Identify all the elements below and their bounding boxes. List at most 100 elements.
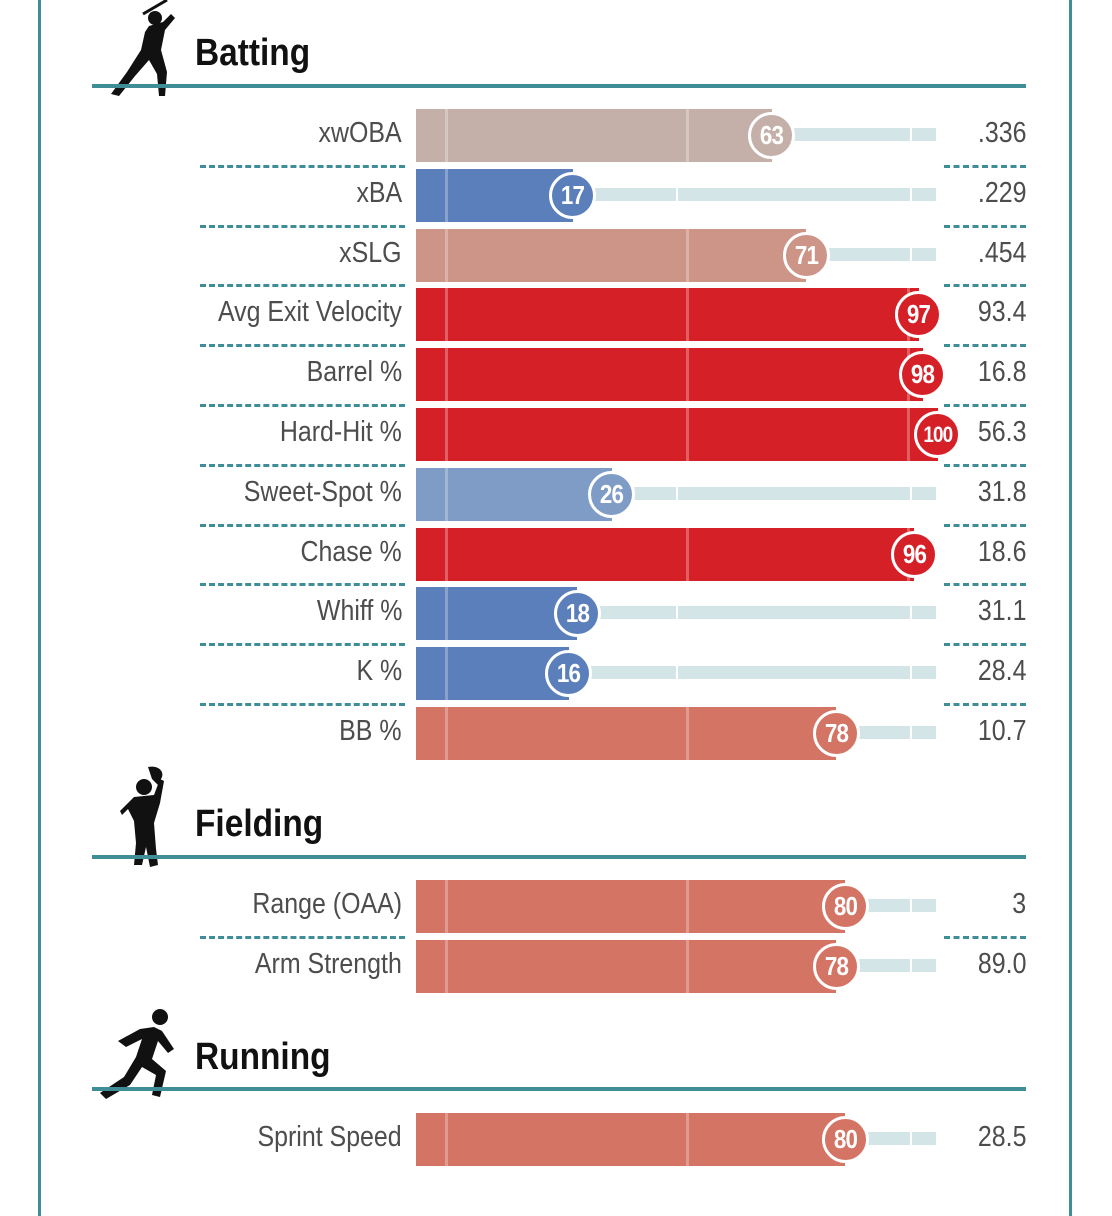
percentile-value: 96: [902, 539, 927, 569]
metric-value: .336: [977, 117, 1026, 149]
percentile-bar: [416, 940, 836, 993]
percentile-value: 100: [923, 421, 953, 447]
percentile-badge: 18: [554, 590, 601, 637]
metric-label: Hard-Hit %: [280, 416, 402, 448]
bar-gridline: [686, 880, 689, 933]
metric-row: Avg Exit Velocity 97 93.4: [0, 284, 1112, 341]
percentile-badge: 100: [914, 411, 961, 458]
metric-label: Chase %: [300, 536, 402, 568]
metric-row: Hard-Hit % 100 56.3: [0, 404, 1112, 461]
track-tick: [910, 1132, 912, 1145]
metric-value: 28.4: [977, 655, 1026, 687]
track-tick: [910, 726, 912, 739]
percentile-value: 98: [910, 359, 935, 389]
bar-gridline: [445, 288, 448, 341]
metric-label: Whiff %: [316, 595, 402, 627]
percentile-value: 16: [556, 658, 581, 688]
percentile-bar: [416, 587, 577, 640]
percentile-value: 97: [906, 299, 931, 329]
batter-silhouette-icon: [111, 0, 175, 96]
bar-gridline: [686, 109, 689, 162]
metric-value: .229: [977, 177, 1026, 209]
metric-row: Barrel % 98 16.8: [0, 344, 1112, 401]
metric-row: Range (OAA) 80 3: [0, 880, 1112, 933]
metric-label: xwOBA: [318, 117, 402, 149]
bar-gridline: [445, 468, 448, 521]
percentile-card: [38, 0, 1072, 1216]
row-divider: [200, 936, 405, 939]
section-title: Fielding: [195, 803, 324, 845]
track-tick: [910, 899, 912, 912]
percentile-value: 17: [560, 180, 585, 210]
metric-row: Whiff % 18 31.1: [0, 583, 1112, 640]
bar-gridline: [445, 647, 448, 700]
bar-gridline: [907, 408, 910, 461]
bar-gridline: [445, 348, 448, 401]
row-divider: [944, 936, 1026, 939]
metric-label: BB %: [339, 715, 402, 747]
row-divider: [944, 165, 1026, 168]
percentile-value: 18: [565, 598, 590, 628]
row-divider: [200, 284, 405, 287]
metric-label: Sprint Speed: [257, 1121, 402, 1153]
metric-label: xSLG: [339, 237, 402, 269]
percentile-badge: 63: [748, 112, 795, 159]
percentile-value: 71: [794, 240, 819, 270]
row-divider: [200, 225, 405, 228]
percentile-badge: 96: [891, 531, 938, 578]
percentile-bar: [416, 229, 806, 282]
percentile-bar: [416, 707, 836, 760]
metric-label: Sweet-Spot %: [243, 476, 402, 508]
track-tick: [910, 606, 912, 619]
row-divider: [200, 464, 405, 467]
section-rule: [92, 855, 1026, 859]
metric-value: 18.6: [977, 536, 1026, 568]
percentile-bar: [416, 109, 772, 162]
bar-gridline: [686, 288, 689, 341]
percentile-value: 78: [824, 718, 849, 748]
track-tick: [910, 188, 912, 201]
bar-gridline: [686, 229, 689, 282]
section-rule: [92, 1087, 1026, 1091]
row-divider: [944, 464, 1026, 467]
metric-label: Avg Exit Velocity: [218, 296, 402, 328]
metric-label: xBA: [356, 177, 402, 209]
percentile-badge: 97: [895, 291, 942, 338]
percentile-bar: [416, 169, 573, 222]
row-divider: [944, 583, 1026, 586]
row-divider: [200, 165, 405, 168]
percentile-badge: 78: [813, 710, 860, 757]
section-title: Running: [195, 1036, 331, 1078]
track-tick: [910, 248, 912, 261]
percentile-value: 80: [833, 1124, 858, 1154]
track-tick: [910, 959, 912, 972]
metric-value: 93.4: [977, 296, 1026, 328]
percentile-badge: 80: [822, 1116, 869, 1163]
row-divider: [944, 404, 1026, 407]
metric-value: 31.8: [977, 476, 1026, 508]
track-tick: [676, 606, 678, 619]
bar-gridline: [445, 528, 448, 581]
percentile-badge: 16: [545, 650, 592, 697]
bar-gridline: [445, 229, 448, 282]
bar-gridline: [686, 1113, 689, 1166]
metric-value: 56.3: [977, 416, 1026, 448]
track-tick: [910, 487, 912, 500]
runner-silhouette-icon: [100, 1009, 174, 1099]
metric-label: K %: [356, 655, 402, 687]
metric-value: 89.0: [977, 948, 1026, 980]
section-rule: [92, 84, 1026, 88]
percentile-badge: 78: [813, 943, 860, 990]
metric-row: BB % 78 10.7: [0, 703, 1112, 760]
metric-row: Chase % 96 18.6: [0, 524, 1112, 581]
percentile-badge: 80: [822, 883, 869, 930]
track-tick: [910, 128, 912, 141]
track-tick: [676, 188, 678, 201]
bar-gridline: [686, 408, 689, 461]
percentile-bar: [416, 288, 919, 341]
percentile-bar: [416, 1113, 845, 1166]
percentile-bar: [416, 468, 612, 521]
bar-gridline: [686, 528, 689, 581]
bar-gridline: [686, 940, 689, 993]
row-divider: [200, 404, 405, 407]
